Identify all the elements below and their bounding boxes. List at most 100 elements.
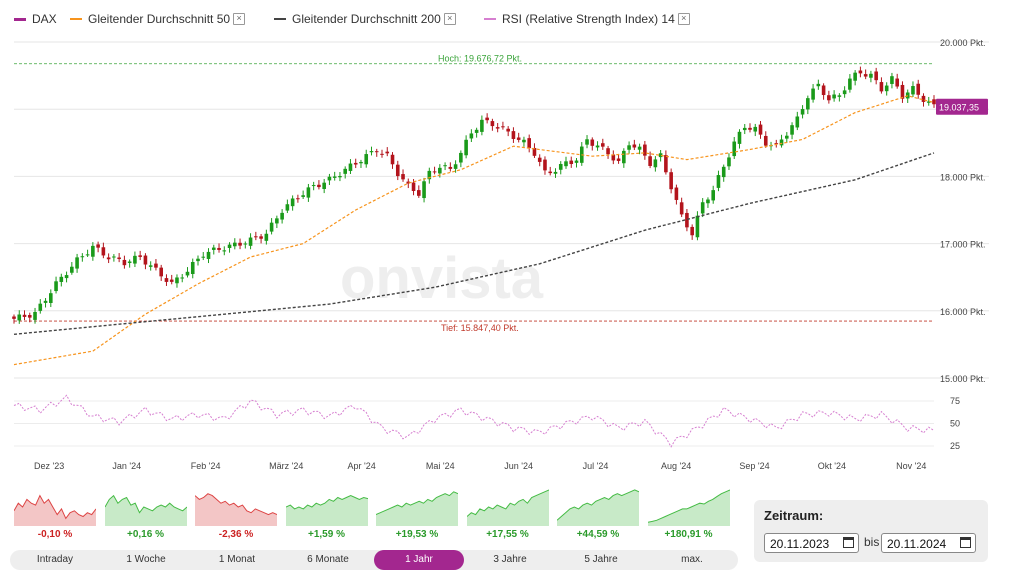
candle: [374, 151, 379, 153]
candle: [33, 311, 37, 320]
candle: [537, 157, 542, 162]
candle: [879, 82, 884, 92]
x-tick-label: Feb '24: [191, 461, 221, 471]
candle: [832, 94, 836, 99]
date-to-value: 20.11.2024: [887, 537, 947, 551]
y-tick-label: 18.000 Pkt.: [940, 172, 986, 182]
candle: [143, 255, 148, 265]
candle: [711, 190, 715, 201]
candle: [54, 281, 58, 292]
x-tick-label: Sep '24: [739, 461, 769, 471]
date-from-value: 20.11.2023: [770, 537, 830, 551]
range-button-0[interactable]: Intraday: [36, 554, 74, 565]
candle: [422, 181, 426, 199]
date-from-input[interactable]: 20.11.2023: [764, 533, 859, 553]
rsi-line: [13, 394, 935, 448]
candle: [763, 135, 768, 146]
candle: [690, 226, 694, 236]
candle: [327, 176, 332, 181]
candle: [353, 162, 358, 165]
date-range-panel: Zeitraum: 20.11.2023 bis 20.11.2024: [754, 500, 988, 562]
x-tick-label: Apr '24: [348, 461, 376, 471]
range-button-4[interactable]: 1 Jahr: [374, 550, 464, 570]
sparkline-1[interactable]: [104, 486, 187, 526]
sparkline-7[interactable]: [647, 486, 730, 526]
candle: [154, 263, 158, 268]
candle: [606, 148, 610, 155]
candle: [926, 101, 931, 103]
x-tick-label: Nov '24: [896, 461, 926, 471]
x-tick-label: Mai '24: [426, 461, 455, 471]
candle: [85, 254, 90, 256]
candle: [227, 244, 232, 248]
candle: [474, 129, 479, 133]
range-button-2[interactable]: 1 Monat: [218, 554, 256, 565]
candle: [101, 247, 106, 256]
candle: [532, 147, 537, 156]
range-button-3[interactable]: 6 Monate: [307, 554, 349, 565]
candle: [117, 257, 121, 260]
legend-item-rsi[interactable]: RSI (Relative Strength Index) 14 ×: [484, 12, 690, 26]
sparkline-line: [104, 494, 187, 514]
close-icon[interactable]: ×: [677, 13, 690, 25]
legend-label: Gleitender Durchschnitt 200: [292, 12, 441, 26]
candle: [622, 150, 626, 164]
sparkline-area: [466, 489, 549, 526]
range-button-1[interactable]: 1 Woche: [126, 554, 166, 565]
candle: [438, 167, 442, 174]
legend-item-ma50[interactable]: Gleitender Durchschnitt 50 ×: [70, 12, 246, 26]
close-icon[interactable]: ×: [443, 13, 456, 25]
candle: [553, 171, 558, 174]
candle: [858, 70, 863, 74]
candle: [301, 195, 305, 197]
candle: [569, 160, 574, 165]
sparkline-6[interactable]: [557, 486, 639, 526]
x-tick-label: März '24: [269, 461, 303, 471]
candle: [59, 276, 64, 282]
legend-item-ma200[interactable]: Gleitender Durchschnitt 200 ×: [274, 12, 456, 26]
candle: [238, 242, 242, 246]
y-tick-label: 16.000 Pkt.: [940, 307, 986, 317]
candle: [501, 126, 505, 128]
sparkline-3[interactable]: [285, 486, 368, 526]
candle: [758, 124, 763, 135]
calendar-icon[interactable]: [843, 537, 854, 548]
close-icon[interactable]: ×: [233, 13, 246, 25]
calendar-icon[interactable]: [960, 537, 971, 548]
candle: [527, 138, 531, 149]
legend-item-dax[interactable]: DAX: [14, 12, 57, 26]
rsi-tick-label: 25: [950, 441, 960, 451]
sparkline-4[interactable]: [376, 486, 458, 526]
sparkline-0[interactable]: [14, 486, 96, 526]
candle: [648, 156, 652, 166]
candle: [779, 139, 784, 146]
candle: [233, 242, 237, 247]
range-button-7[interactable]: max.: [681, 554, 703, 565]
candle: [616, 158, 621, 161]
candle: [290, 198, 295, 207]
sparkline-label: +19,53 %: [395, 529, 439, 540]
candle: [806, 98, 810, 110]
candle: [727, 157, 731, 167]
candle: [658, 153, 663, 158]
candle: [774, 143, 779, 145]
range-button-5[interactable]: 3 Jahre: [493, 554, 527, 565]
sparkline-area: [376, 491, 458, 526]
candle: [22, 314, 27, 317]
sparkline-5[interactable]: [466, 486, 549, 526]
candle: [296, 198, 300, 200]
candle: [459, 152, 463, 163]
sparkline-area: [195, 493, 277, 526]
sparkline-2[interactable]: [195, 486, 277, 526]
y-tick-label: 20.000 Pkt.: [940, 38, 986, 48]
candle: [753, 126, 758, 132]
candle: [243, 243, 248, 245]
x-tick-label: Jun '24: [504, 461, 533, 471]
range-button-6[interactable]: 5 Jahre: [584, 554, 618, 565]
high-label: Hoch: 19.676,72 Pkt.: [438, 54, 522, 64]
date-to-input[interactable]: 20.11.2024: [881, 533, 976, 553]
legend-swatch-icon: [274, 18, 286, 20]
candle: [38, 303, 43, 311]
candle: [64, 275, 69, 279]
